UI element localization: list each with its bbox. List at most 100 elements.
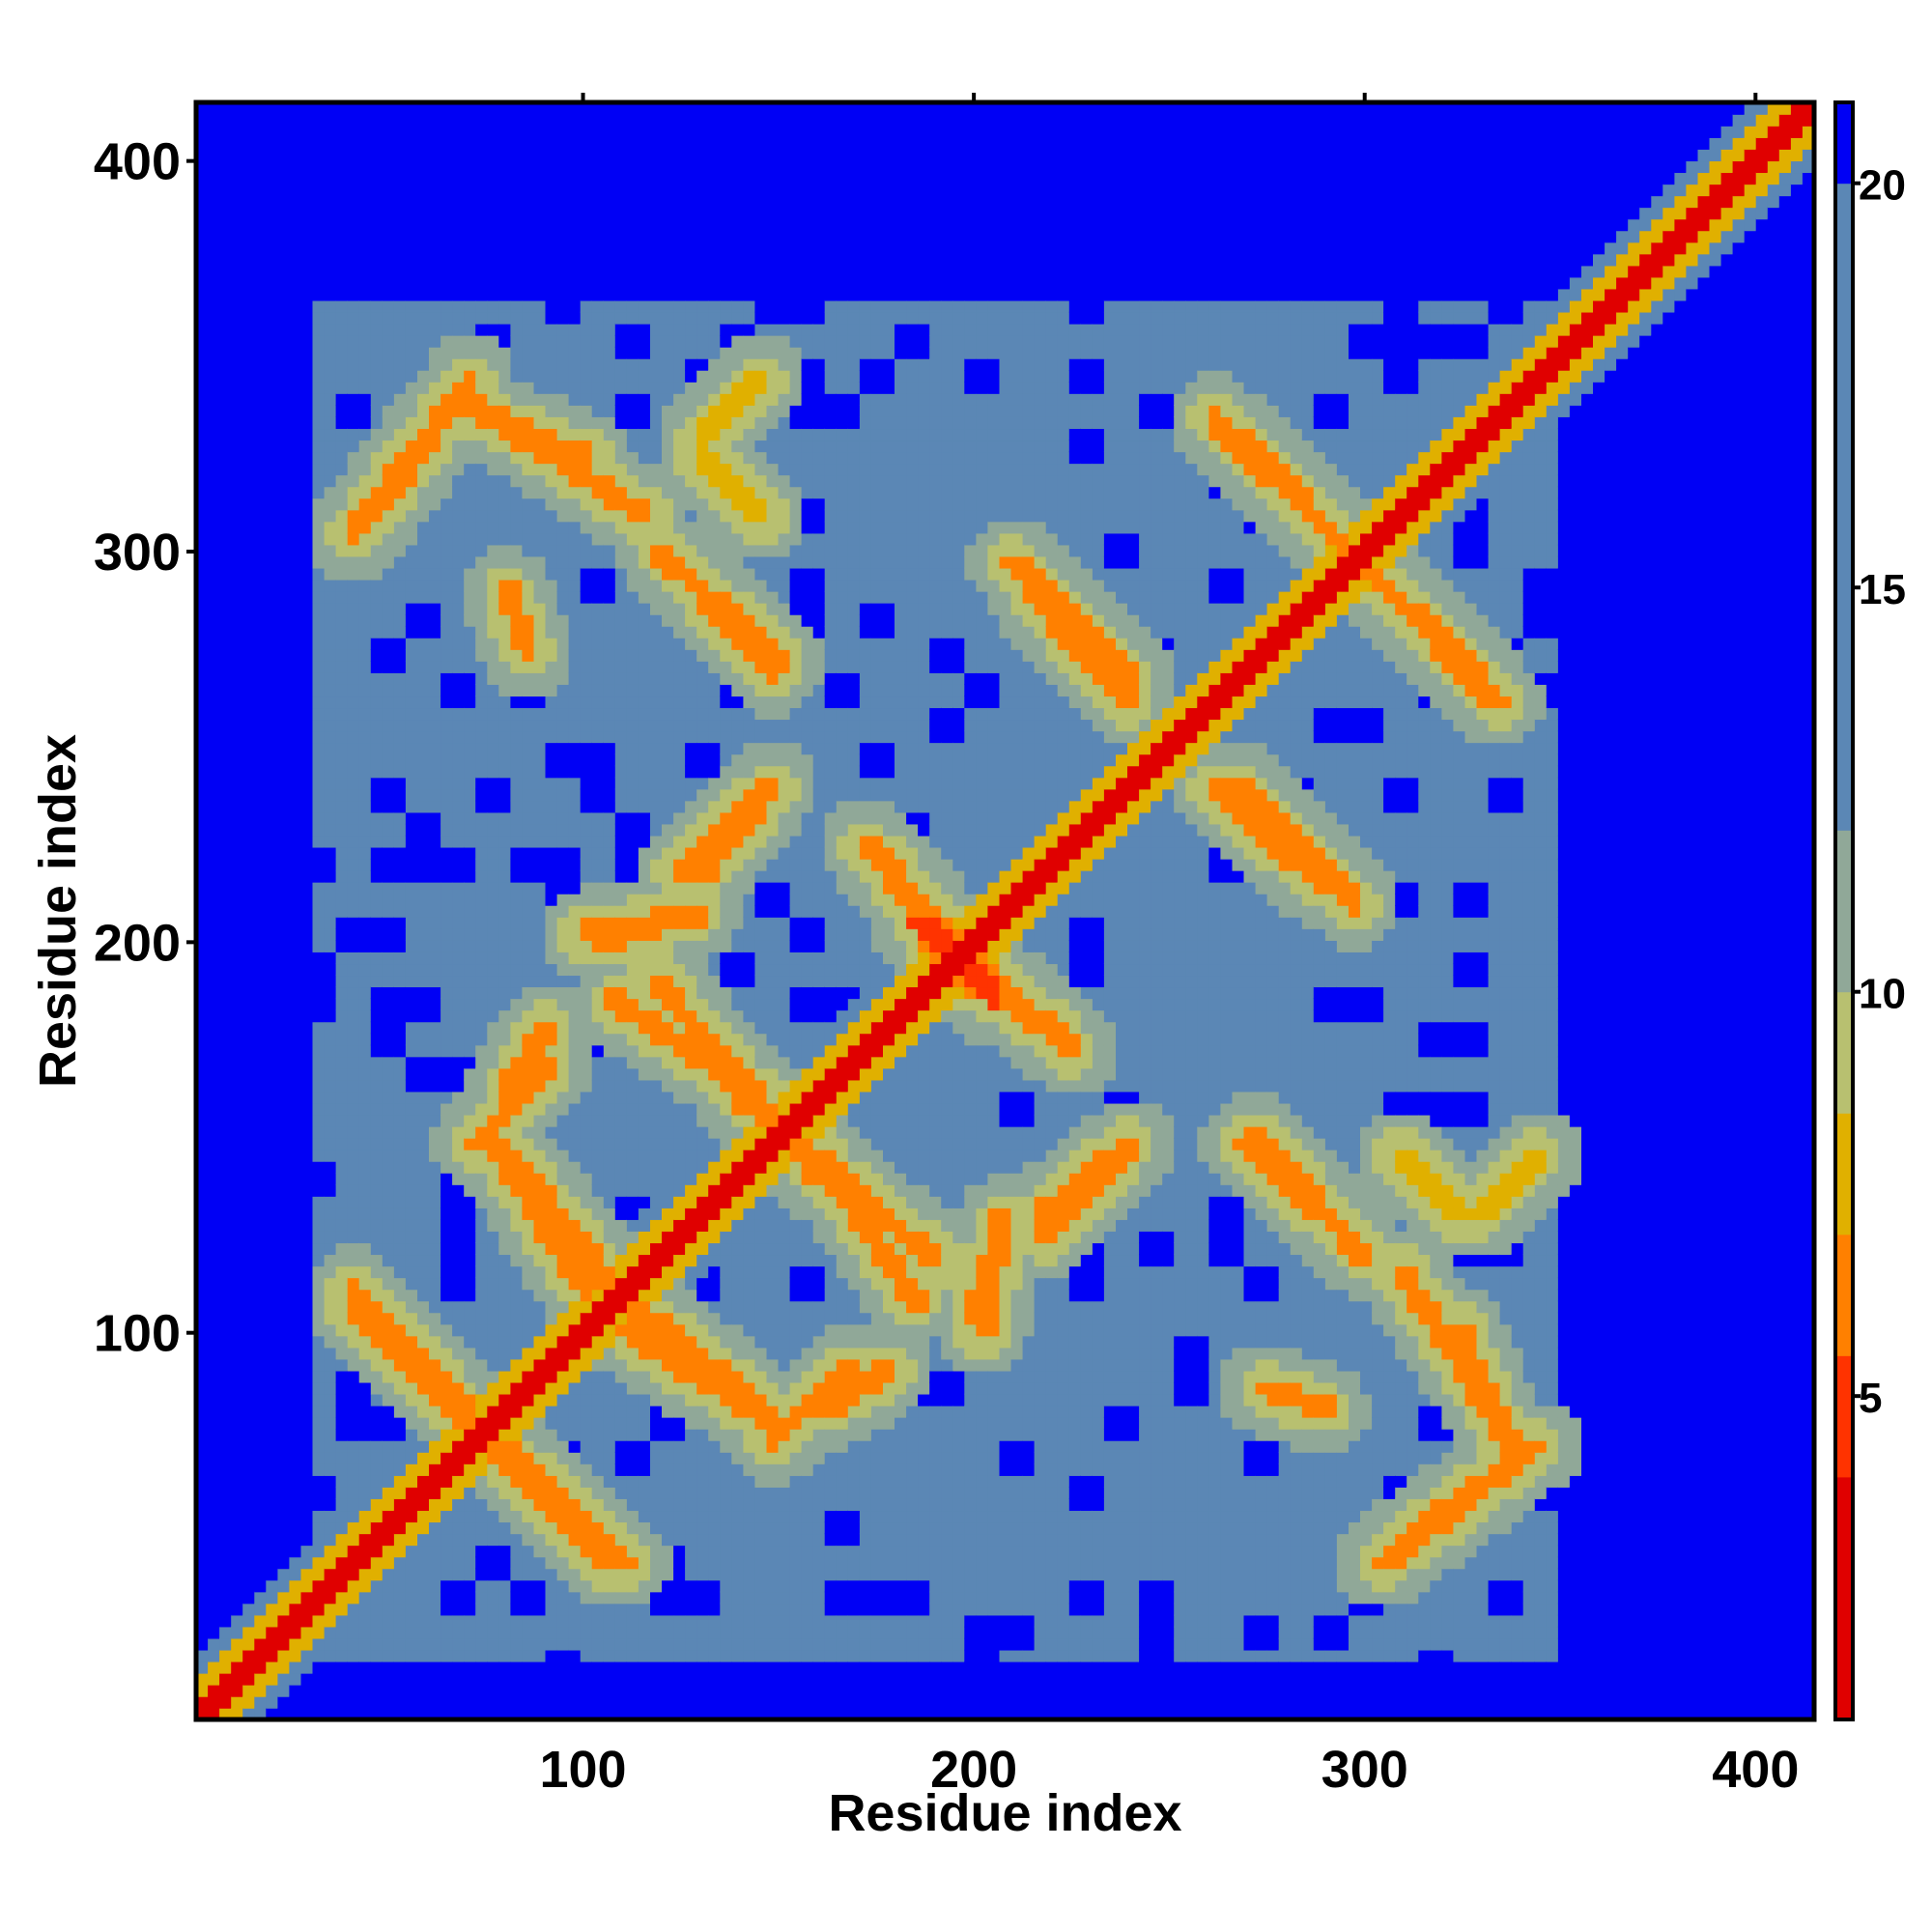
heatmap-cell bbox=[556, 532, 570, 546]
heatmap-cell bbox=[545, 1440, 558, 1453]
heatmap-cell bbox=[196, 114, 209, 127]
heatmap-cell bbox=[370, 1044, 384, 1058]
heatmap-cell bbox=[556, 474, 570, 488]
heatmap-cell bbox=[266, 788, 279, 802]
heatmap-cell bbox=[429, 1533, 441, 1547]
heatmap-cell bbox=[347, 1312, 360, 1325]
heatmap-cell bbox=[545, 126, 558, 138]
heatmap-cell bbox=[196, 1661, 209, 1674]
heatmap-cell bbox=[254, 753, 268, 767]
heatmap-cell bbox=[324, 835, 337, 848]
heatmap-cell bbox=[300, 1393, 314, 1406]
heatmap-cell bbox=[522, 1393, 535, 1406]
heatmap-cell bbox=[545, 555, 558, 569]
heatmap-cell bbox=[266, 1231, 279, 1244]
heatmap-cell bbox=[289, 742, 302, 755]
heatmap-cell bbox=[545, 1021, 558, 1035]
heatmap-cell bbox=[347, 428, 360, 441]
heatmap-cell bbox=[266, 207, 279, 220]
heatmap-cell bbox=[324, 800, 337, 813]
heatmap-cell bbox=[522, 334, 535, 348]
heatmap-cell bbox=[196, 1149, 209, 1162]
heatmap-cell bbox=[196, 1568, 209, 1581]
heatmap-cell bbox=[440, 1125, 453, 1139]
heatmap-cell bbox=[312, 334, 326, 348]
heatmap-cell bbox=[522, 788, 535, 802]
heatmap-cell bbox=[347, 1358, 360, 1372]
heatmap-cell bbox=[405, 846, 418, 860]
heatmap-cell bbox=[522, 998, 535, 1011]
heatmap-cell bbox=[522, 661, 535, 673]
heatmap-cell bbox=[475, 952, 489, 965]
heatmap-cell bbox=[568, 590, 582, 604]
heatmap-cell bbox=[300, 672, 314, 685]
heatmap-cell bbox=[300, 497, 314, 511]
heatmap-cell bbox=[510, 1033, 524, 1046]
heatmap-cell bbox=[452, 1277, 465, 1291]
heatmap-cell bbox=[382, 1300, 395, 1314]
heatmap-cell bbox=[277, 788, 291, 802]
heatmap-cell bbox=[335, 835, 349, 848]
heatmap-cell bbox=[335, 1125, 349, 1139]
heatmap-cell bbox=[382, 1452, 395, 1464]
heatmap-cell bbox=[393, 1033, 407, 1046]
heatmap-cell bbox=[580, 370, 593, 383]
heatmap-cell bbox=[219, 1556, 232, 1570]
heatmap-cell bbox=[358, 869, 372, 883]
heatmap-cell bbox=[266, 800, 279, 813]
heatmap-cell bbox=[556, 486, 570, 499]
heatmap-cell bbox=[358, 137, 372, 150]
heatmap-cell bbox=[556, 1033, 570, 1046]
heatmap-cell bbox=[231, 1521, 244, 1535]
heatmap-cell bbox=[475, 276, 489, 290]
heatmap-cell bbox=[266, 1358, 279, 1372]
heatmap-cell bbox=[556, 963, 570, 977]
heatmap-cell bbox=[475, 1323, 489, 1337]
heatmap-cell bbox=[266, 463, 279, 476]
heatmap-cell bbox=[603, 1196, 616, 1208]
heatmap-cell bbox=[254, 1358, 268, 1372]
heatmap-cell bbox=[603, 323, 616, 336]
heatmap-cell bbox=[242, 975, 256, 988]
heatmap-cell bbox=[347, 1452, 360, 1464]
heatmap-cell bbox=[335, 1160, 349, 1174]
heatmap-cell bbox=[300, 1323, 314, 1337]
heatmap-cell bbox=[498, 1568, 512, 1581]
heatmap-cell bbox=[289, 1335, 302, 1349]
heatmap-cell bbox=[429, 975, 441, 988]
heatmap-cell bbox=[289, 440, 302, 453]
heatmap-cell bbox=[440, 242, 453, 255]
heatmap-cell bbox=[335, 299, 349, 313]
heatmap-cell bbox=[487, 1173, 500, 1185]
heatmap-cell bbox=[417, 1021, 430, 1035]
heatmap-cell bbox=[556, 928, 570, 941]
heatmap-cell bbox=[417, 1125, 430, 1139]
heatmap-cell bbox=[393, 509, 407, 523]
heatmap-cell bbox=[405, 486, 418, 499]
heatmap-cell bbox=[498, 114, 512, 127]
heatmap-cell bbox=[393, 1208, 407, 1220]
heatmap-cell bbox=[382, 276, 395, 290]
heatmap-cell bbox=[417, 1637, 430, 1651]
heatmap-cell bbox=[312, 451, 326, 465]
heatmap-cell bbox=[533, 1044, 547, 1058]
heatmap-cell bbox=[231, 1416, 244, 1430]
heatmap-cell bbox=[208, 1347, 220, 1360]
heatmap-cell bbox=[382, 975, 395, 988]
heatmap-cell bbox=[370, 230, 384, 243]
heatmap-cell bbox=[312, 1637, 326, 1651]
heatmap-cell bbox=[545, 1125, 558, 1139]
heatmap-cell bbox=[254, 800, 268, 813]
heatmap-cell bbox=[277, 1510, 291, 1523]
heatmap-cell bbox=[266, 370, 279, 383]
heatmap-cell bbox=[545, 1009, 558, 1023]
heatmap-cell bbox=[591, 1637, 605, 1651]
heatmap-cell bbox=[417, 126, 430, 138]
heatmap-cell bbox=[196, 474, 209, 488]
heatmap-cell bbox=[580, 1649, 593, 1662]
heatmap-cell bbox=[475, 1498, 489, 1512]
heatmap-cell bbox=[370, 905, 384, 918]
heatmap-cell bbox=[591, 1196, 605, 1208]
heatmap-cell bbox=[393, 160, 407, 174]
heatmap-cell bbox=[464, 661, 477, 673]
